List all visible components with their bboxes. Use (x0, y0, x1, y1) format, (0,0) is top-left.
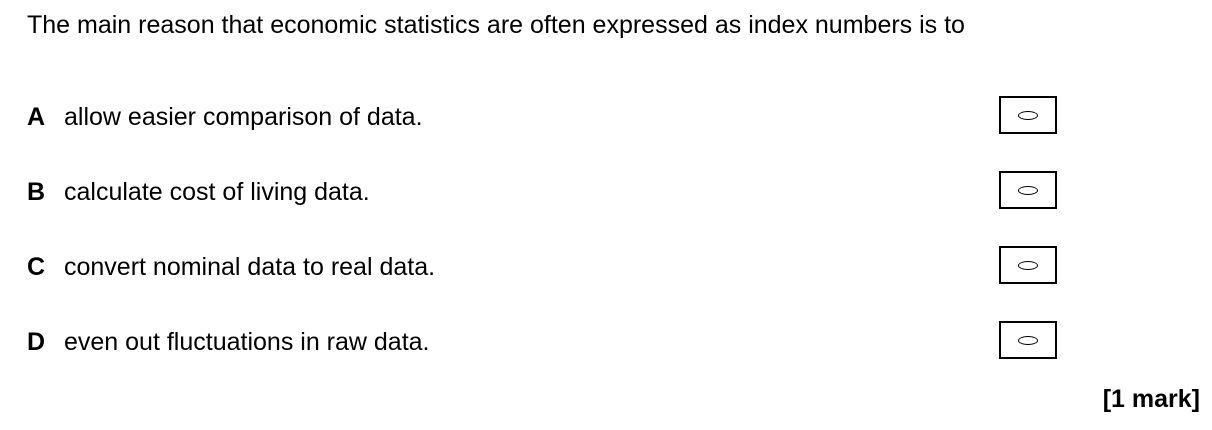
option-text: even out fluctuations in raw data. (64, 328, 430, 356)
oval-bubble-icon (1018, 335, 1038, 345)
answer-box-d[interactable] (999, 321, 1057, 359)
option-c: C convert nominal data to real data. (27, 246, 1067, 288)
answer-box-a[interactable] (999, 96, 1057, 134)
option-letter: C (27, 253, 46, 281)
question-stem: The main reason that economic statistics… (27, 11, 965, 39)
marks-label: [1 mark] (1102, 385, 1200, 413)
option-letter: A (27, 103, 46, 131)
option-text: calculate cost of living data. (64, 178, 370, 206)
oval-bubble-icon (1018, 110, 1038, 120)
option-a: A allow easier comparison of data. (27, 96, 1067, 138)
option-d: D even out fluctuations in raw data. (27, 321, 1067, 363)
option-text: allow easier comparison of data. (64, 103, 423, 131)
oval-bubble-icon (1018, 260, 1038, 270)
option-letter: D (27, 328, 46, 356)
option-letter: B (27, 178, 46, 206)
option-text: convert nominal data to real data. (64, 253, 436, 281)
oval-bubble-icon (1018, 185, 1038, 195)
answer-box-c[interactable] (999, 246, 1057, 284)
answer-box-b[interactable] (999, 171, 1057, 209)
option-b: B calculate cost of living data. (27, 171, 1067, 213)
